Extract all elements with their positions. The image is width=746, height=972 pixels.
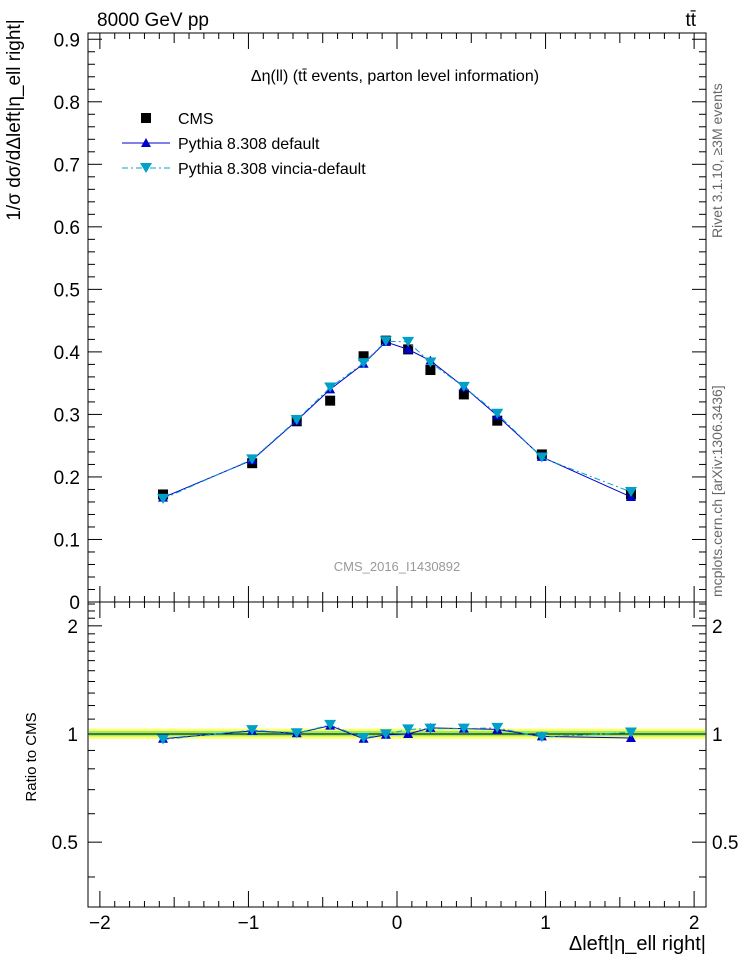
ratio-y-tick-label: 1 [67, 725, 78, 746]
main-series-1 [158, 336, 636, 502]
ratio-axis-ticks: 0.5 0.5 1 1 2 2 −2 −1 0 1 2 [52, 603, 738, 934]
x-tick-label: 1 [540, 913, 551, 934]
legend-label: Pythia 8.308 vincia-default [178, 161, 366, 178]
ratio-point [157, 734, 170, 745]
ratio-point [324, 719, 337, 730]
legend-entry-2: Pythia 8.308 vincia-default [122, 161, 366, 178]
data-point [358, 351, 369, 362]
ratio-series-1 [157, 719, 637, 745]
ratio-point [535, 732, 548, 743]
main-y-tick-label: 0 [69, 593, 80, 614]
main-y-tick-label: 0.9 [54, 30, 80, 51]
x-axis-label: Δleft|η_ell right| [569, 933, 706, 955]
ratio-point [246, 725, 259, 736]
ratio-y-tick-label-right: 2 [712, 617, 723, 638]
main-y-tick-label: 0.5 [54, 280, 80, 301]
data-point [535, 452, 548, 463]
legend-marker [141, 113, 151, 123]
data-point [402, 336, 415, 347]
data-point [492, 415, 503, 426]
legend-entry-1: Pythia 8.308 default [122, 136, 320, 153]
analysis-id: CMS_2016_I1430892 [334, 559, 461, 574]
ratio-point [290, 728, 303, 739]
ratio-series-line [162, 724, 632, 741]
ratio-y-axis-label: Ratio to CMS [23, 712, 40, 801]
main-plot-series [157, 335, 637, 504]
main-series-2 [157, 336, 637, 504]
ratio-point [457, 723, 470, 734]
ratio-point [357, 732, 370, 743]
ratio-y-tick-label: 2 [67, 617, 78, 638]
main-y-tick-label: 0.4 [54, 343, 81, 364]
data-point [325, 395, 336, 406]
data-point [425, 365, 436, 376]
main-y-tick-label: 0.6 [54, 218, 80, 239]
data-point [491, 408, 504, 419]
ratio-point [624, 727, 637, 738]
data-point [246, 454, 259, 465]
main-axis-ticks: 0 0.1 0.2 0.3 0.4 0.5 0.6 0.7 0.8 0.9 [54, 30, 706, 907]
legend-marker [141, 138, 151, 147]
data-point [324, 382, 337, 393]
main-series-line [162, 341, 632, 499]
ratio-point [402, 724, 415, 735]
data-point [357, 358, 370, 369]
ratio-y-tick-label-right: 0.5 [712, 833, 738, 854]
data-point [424, 357, 437, 368]
x-tick-label: 0 [392, 913, 403, 934]
main-y-tick-label: 0.2 [54, 468, 80, 489]
legend: CMS Pythia 8.308 default Pythia 8.308 vinc… [122, 111, 366, 178]
data-point [403, 344, 414, 354]
ratio-y-tick-label-right: 1 [712, 725, 723, 746]
legend-label: Pythia 8.308 default [178, 136, 320, 153]
main-series-0 [158, 335, 636, 500]
data-point [624, 486, 637, 497]
ratio-point [379, 729, 392, 740]
ratio-point [424, 723, 437, 734]
energy-label: 8000 GeV pp [97, 10, 209, 31]
ratio-y-tick-label: 0.5 [52, 833, 78, 854]
main-y-tick-label: 0.3 [54, 405, 80, 426]
data-point [157, 493, 170, 504]
ratio-point [491, 722, 504, 733]
legend-entry-0: CMS [141, 111, 214, 128]
main-series-line [162, 340, 632, 500]
main-y-axis-label: 1/σ dσ/dΔleft|η_ell right| [4, 19, 25, 220]
mcplots-label: mcplots.cern.ch [arXiv:1306.3436] [709, 385, 725, 597]
x-tick-label: −2 [89, 913, 111, 934]
data-point [458, 389, 469, 400]
main-y-tick-label: 0.8 [54, 93, 80, 114]
ratio-plot-frame [87, 601, 707, 908]
data-point [379, 336, 392, 347]
x-tick-label: 2 [689, 913, 700, 934]
ratio-point [625, 732, 636, 742]
main-y-tick-label: 0.1 [54, 530, 80, 551]
rivet-label: Rivet 3.1.10, ≥3M events [709, 83, 725, 238]
main-y-tick-label: 0.7 [54, 155, 80, 176]
data-point [290, 415, 303, 426]
process-label: tt̄ [685, 10, 696, 31]
legend-marker [140, 163, 152, 173]
x-tick-label: −1 [238, 913, 260, 934]
ratio-plot-series [157, 719, 637, 745]
legend-label: CMS [178, 111, 214, 128]
data-point [457, 381, 470, 392]
chart-title: Δη(ll) (tt̄ events, parton level informa… [251, 68, 539, 85]
